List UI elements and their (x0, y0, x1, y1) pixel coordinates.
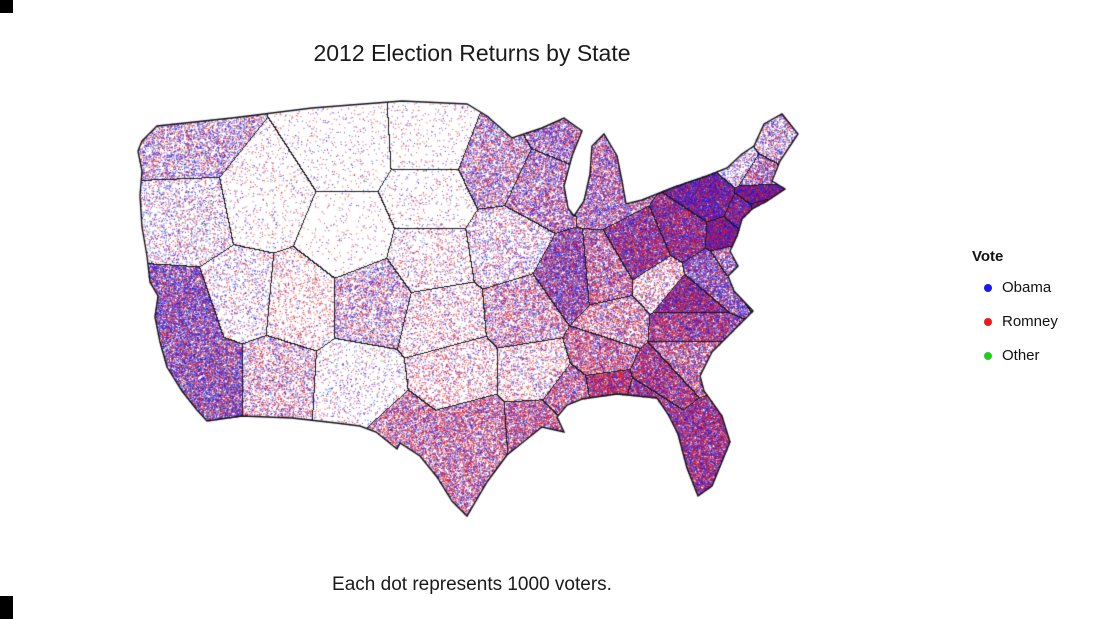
romney-color-dot-icon (984, 317, 992, 326)
chart-caption: Each dot represents 1000 voters. (332, 574, 612, 595)
screen-artifact-bottom-left (0, 596, 13, 619)
chart-title: 2012 Election Returns by State (313, 40, 631, 66)
obama-color-dot-icon (984, 283, 992, 292)
legend-title: Vote (972, 248, 1004, 265)
us-dot-density-map (112, 86, 832, 556)
screen-artifact-top-left (0, 0, 13, 13)
legend-entry-romney: Romney (972, 313, 1058, 330)
legend-entry-obama: Obama (972, 279, 1058, 296)
legend: Vote Obama Romney Other (972, 248, 1058, 381)
legend-label-romney: Romney (1002, 313, 1058, 330)
legend-label-other: Other (1002, 347, 1040, 364)
other-color-dot-icon (984, 351, 992, 360)
legend-entry-other: Other (972, 347, 1058, 364)
legend-label-obama: Obama (1002, 279, 1052, 296)
